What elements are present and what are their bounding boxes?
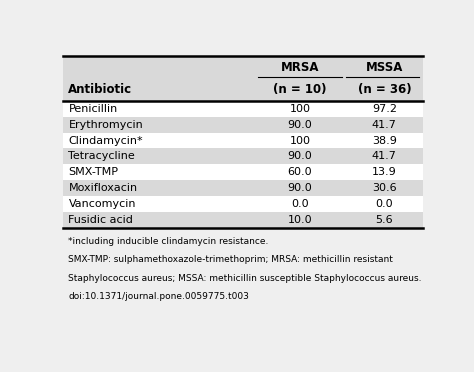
Text: Vancomycin: Vancomycin xyxy=(68,199,136,209)
Text: Erythromycin: Erythromycin xyxy=(68,120,143,129)
Text: SMX-TMP: SMX-TMP xyxy=(68,167,118,177)
Text: *including inducible clindamycin resistance.: *including inducible clindamycin resista… xyxy=(68,237,269,246)
Text: MSSA: MSSA xyxy=(365,61,403,74)
Bar xyxy=(63,212,423,228)
Text: 90.0: 90.0 xyxy=(288,151,312,161)
Text: 41.7: 41.7 xyxy=(372,120,397,129)
Bar xyxy=(63,164,423,180)
Text: Moxifloxacin: Moxifloxacin xyxy=(68,183,137,193)
Bar xyxy=(63,56,423,78)
Text: doi:10.1371/journal.pone.0059775.t003: doi:10.1371/journal.pone.0059775.t003 xyxy=(68,292,249,301)
Text: Staphylococcus aureus; MSSA: methicillin susceptible Staphylococcus aureus.: Staphylococcus aureus; MSSA: methicillin… xyxy=(68,274,422,283)
Bar xyxy=(63,148,423,164)
Bar xyxy=(63,117,423,132)
Text: MRSA: MRSA xyxy=(281,61,319,74)
Text: SMX-TMP: sulphamethoxazole-trimethoprim; MRSA: methicillin resistant: SMX-TMP: sulphamethoxazole-trimethoprim;… xyxy=(68,255,393,264)
Text: 13.9: 13.9 xyxy=(372,167,397,177)
Text: Fusidic acid: Fusidic acid xyxy=(68,215,133,225)
Bar xyxy=(63,78,423,101)
Text: 100: 100 xyxy=(289,104,310,114)
Text: Tetracycline: Tetracycline xyxy=(68,151,135,161)
Text: 5.6: 5.6 xyxy=(375,215,393,225)
Bar xyxy=(63,101,423,117)
Bar xyxy=(63,132,423,148)
Text: Antibiotic: Antibiotic xyxy=(68,83,133,96)
Text: (n = 36): (n = 36) xyxy=(357,83,411,96)
Text: 0.0: 0.0 xyxy=(375,199,393,209)
Text: 100: 100 xyxy=(289,135,310,145)
Text: 97.2: 97.2 xyxy=(372,104,397,114)
Text: 0.0: 0.0 xyxy=(291,199,309,209)
Text: 10.0: 10.0 xyxy=(288,215,312,225)
Text: 41.7: 41.7 xyxy=(372,151,397,161)
Text: (n = 10): (n = 10) xyxy=(273,83,327,96)
Text: 90.0: 90.0 xyxy=(288,120,312,129)
Text: 60.0: 60.0 xyxy=(288,167,312,177)
Text: 90.0: 90.0 xyxy=(288,183,312,193)
Text: Penicillin: Penicillin xyxy=(68,104,118,114)
Text: 30.6: 30.6 xyxy=(372,183,397,193)
Text: 38.9: 38.9 xyxy=(372,135,397,145)
Bar xyxy=(63,196,423,212)
Bar xyxy=(63,180,423,196)
Text: Clindamycin*: Clindamycin* xyxy=(68,135,143,145)
